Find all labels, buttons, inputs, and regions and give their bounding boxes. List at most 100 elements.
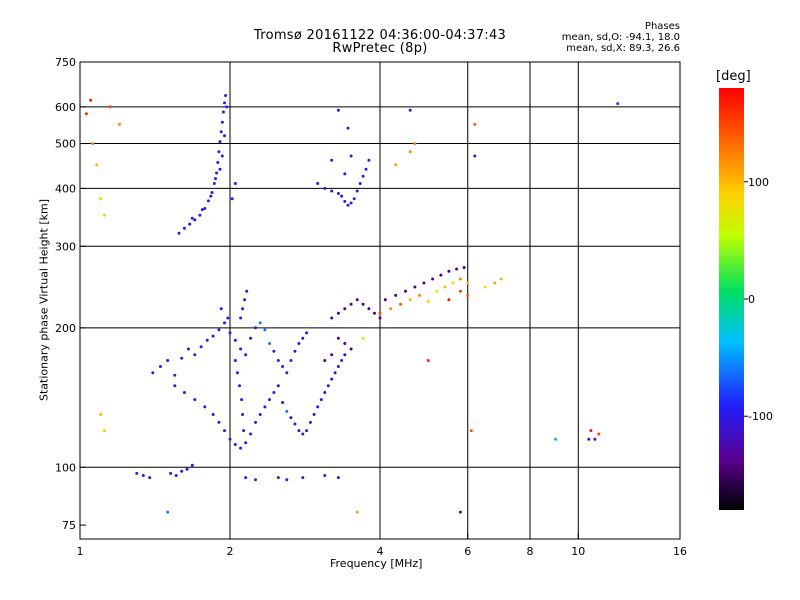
- data-point: [343, 342, 347, 345]
- x-tick-label: 8: [527, 545, 534, 558]
- data-point: [466, 293, 470, 297]
- data-point: [399, 302, 403, 306]
- data-point: [589, 429, 593, 433]
- data-point: [219, 307, 223, 311]
- data-point: [230, 197, 234, 201]
- data-point: [188, 222, 192, 226]
- data-point: [217, 420, 221, 424]
- data-point: [443, 285, 447, 289]
- data-point: [422, 281, 426, 285]
- data-point: [182, 391, 186, 394]
- data-point: [214, 177, 217, 181]
- data-point: [367, 158, 371, 162]
- data-point: [431, 277, 435, 281]
- phases-x-stats: mean, sd,X: 89.3, 26.6: [566, 43, 680, 54]
- data-point: [447, 269, 451, 273]
- data-point: [190, 216, 194, 220]
- data-point: [209, 194, 213, 198]
- data-point: [285, 409, 289, 413]
- chart-title: Tromsø 20161122 04:36:00-04:37:43: [253, 28, 507, 43]
- data-point: [180, 356, 184, 360]
- data-point: [263, 405, 267, 409]
- data-point: [99, 413, 103, 416]
- data-point: [451, 281, 455, 285]
- data-point: [158, 365, 162, 368]
- data-point: [233, 443, 237, 446]
- data-point: [186, 347, 190, 351]
- data-point: [340, 359, 344, 362]
- data-point: [135, 471, 139, 475]
- data-point: [367, 307, 371, 311]
- data-point: [293, 422, 297, 426]
- data-point: [312, 413, 316, 416]
- colorbar-tick-label: 100: [748, 176, 769, 189]
- data-point: [297, 429, 301, 433]
- data-point: [473, 154, 477, 158]
- data-point: [185, 467, 189, 471]
- data-point: [212, 182, 216, 185]
- data-point: [413, 142, 417, 146]
- data-point: [223, 429, 226, 433]
- data-point: [361, 336, 365, 340]
- data-point: [182, 226, 186, 230]
- data-point: [426, 300, 430, 303]
- data-point: [346, 126, 350, 130]
- data-point: [361, 302, 365, 306]
- data-point: [242, 429, 246, 433]
- data-point: [349, 201, 353, 205]
- data-point: [223, 101, 226, 105]
- data-point: [211, 334, 215, 338]
- data-point: [203, 207, 207, 210]
- colorbar: [719, 88, 744, 510]
- data-point: [190, 463, 194, 467]
- data-point: [276, 359, 280, 362]
- data-point: [455, 267, 459, 271]
- data-point: [220, 154, 224, 158]
- data-point: [458, 289, 462, 293]
- data-point: [358, 182, 362, 185]
- y-axis-label: Stationary phase Virtual Height [km]: [37, 198, 51, 402]
- x-tick-label: 6: [464, 545, 471, 558]
- data-point: [330, 316, 334, 320]
- data-point: [343, 353, 347, 357]
- data-point: [389, 307, 393, 311]
- data-point: [316, 405, 320, 409]
- x-axis-label: Frequency [MHz]: [330, 557, 423, 570]
- data-point: [217, 150, 221, 154]
- data-point: [297, 342, 301, 345]
- data-point: [349, 154, 353, 158]
- phases-o-stats: mean, sd,O: -94.1, 18.0: [561, 32, 680, 43]
- data-point: [249, 336, 253, 340]
- data-point: [346, 203, 350, 207]
- data-point: [240, 398, 244, 402]
- data-point: [349, 347, 353, 351]
- y-tick-label: 100: [55, 461, 76, 474]
- data-point: [343, 307, 347, 311]
- data-point: [239, 446, 243, 450]
- data-point: [177, 231, 181, 235]
- data-point: [174, 474, 178, 477]
- data-point: [220, 120, 224, 124]
- data-point: [99, 197, 103, 201]
- data-point: [244, 476, 248, 480]
- data-point: [272, 349, 276, 353]
- data-point: [254, 420, 257, 424]
- data-point: [276, 476, 280, 480]
- data-point: [218, 140, 222, 144]
- data-point: [203, 405, 207, 409]
- data-point: [301, 432, 305, 436]
- x-tick-label: 1: [77, 545, 84, 558]
- y-tick-label: 300: [55, 240, 76, 253]
- data-point: [193, 398, 197, 402]
- data-point: [258, 413, 262, 416]
- chart-subtitle: RwPretec (8p): [332, 41, 428, 56]
- data-point: [225, 105, 229, 109]
- data-point: [326, 384, 330, 388]
- data-point: [394, 293, 398, 297]
- data-point: [336, 108, 340, 112]
- data-point: [447, 298, 451, 302]
- y-tick-label: 750: [55, 56, 76, 69]
- data-point: [330, 189, 334, 193]
- data-point: [244, 441, 248, 445]
